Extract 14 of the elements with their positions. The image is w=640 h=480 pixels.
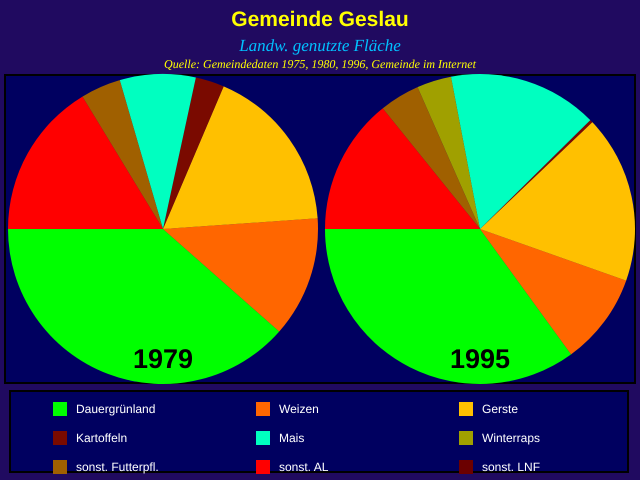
- chart-title: Gemeinde Geslau: [231, 8, 409, 31]
- legend-label: Kartoffeln: [76, 431, 128, 445]
- legend-label: Mais: [279, 431, 304, 445]
- source-note: Quelle: Gemeindedaten 1975, 1980, 1996, Gemeinde im Internet: [164, 57, 477, 71]
- legend-label: Weizen: [279, 402, 319, 416]
- slice-label: 1979: [132, 344, 194, 374]
- legend-label: sonst. LNF: [482, 460, 540, 474]
- chart-subtitle: Landw. genutzte Fläche: [238, 36, 402, 55]
- legend-label: Gerste: [482, 402, 518, 416]
- legend-label: Dauergrünland: [76, 402, 156, 416]
- slice-label: 1995: [450, 344, 510, 374]
- legend-label: sonst. Futterpfl.: [76, 460, 159, 474]
- legend-label: sonst. AL: [279, 460, 329, 474]
- legend-label: Winterraps: [482, 431, 540, 445]
